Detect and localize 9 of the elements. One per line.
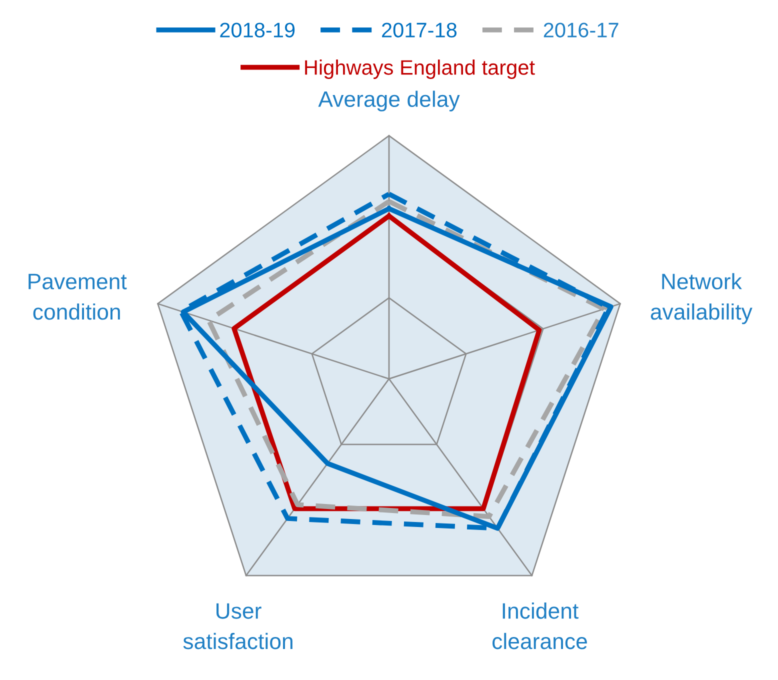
spoke-label: User satisfaction (183, 603, 292, 650)
spoke-label: Incident clearance (492, 602, 587, 650)
spoke-label: Network availability (650, 273, 752, 324)
legend-label: 2018-19 (220, 22, 295, 38)
legend-label: 2016-17 (544, 22, 618, 38)
legend-label: 2017-18 (382, 22, 457, 38)
spoke-label: Average delay (318, 90, 460, 112)
spoke-label: Pavement condition (28, 274, 127, 320)
legend-label: Highways England target (305, 60, 535, 79)
